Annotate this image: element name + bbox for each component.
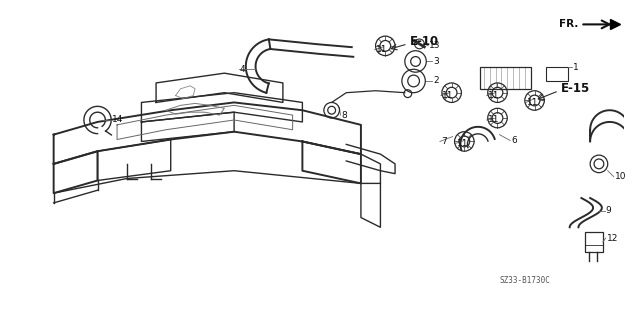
Text: 11: 11 (442, 91, 453, 100)
Text: 12: 12 (607, 234, 618, 242)
Text: 8: 8 (341, 111, 347, 120)
Text: 9: 9 (606, 206, 611, 215)
Bar (547, 67, 568, 81)
Text: 11: 11 (488, 115, 499, 124)
Text: 3: 3 (433, 57, 439, 66)
Text: 4: 4 (240, 65, 246, 74)
Text: 2: 2 (433, 77, 439, 85)
Text: 11: 11 (527, 98, 538, 107)
Bar (586, 232, 603, 252)
Text: 11: 11 (488, 91, 499, 100)
Text: SZ33-B1730C: SZ33-B1730C (499, 277, 550, 286)
Text: E-15: E-15 (561, 82, 590, 95)
Text: 5: 5 (639, 120, 640, 130)
Text: 7: 7 (441, 137, 447, 146)
Text: FR.: FR. (559, 19, 579, 29)
Text: 13: 13 (429, 41, 441, 50)
Text: 14: 14 (112, 115, 124, 124)
Bar (480, 67, 531, 89)
Text: 10: 10 (614, 172, 626, 181)
Text: 1: 1 (573, 63, 579, 72)
Text: 11: 11 (376, 45, 387, 54)
Text: 11: 11 (456, 139, 468, 148)
Text: 6: 6 (511, 136, 517, 145)
Text: E-10: E-10 (410, 35, 439, 48)
